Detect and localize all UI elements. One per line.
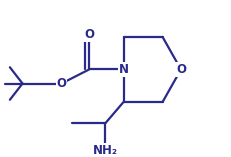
Text: O: O [176, 63, 186, 76]
Text: O: O [57, 77, 67, 90]
Text: O: O [84, 28, 94, 41]
Text: NH₂: NH₂ [93, 143, 118, 157]
Text: N: N [119, 63, 128, 76]
